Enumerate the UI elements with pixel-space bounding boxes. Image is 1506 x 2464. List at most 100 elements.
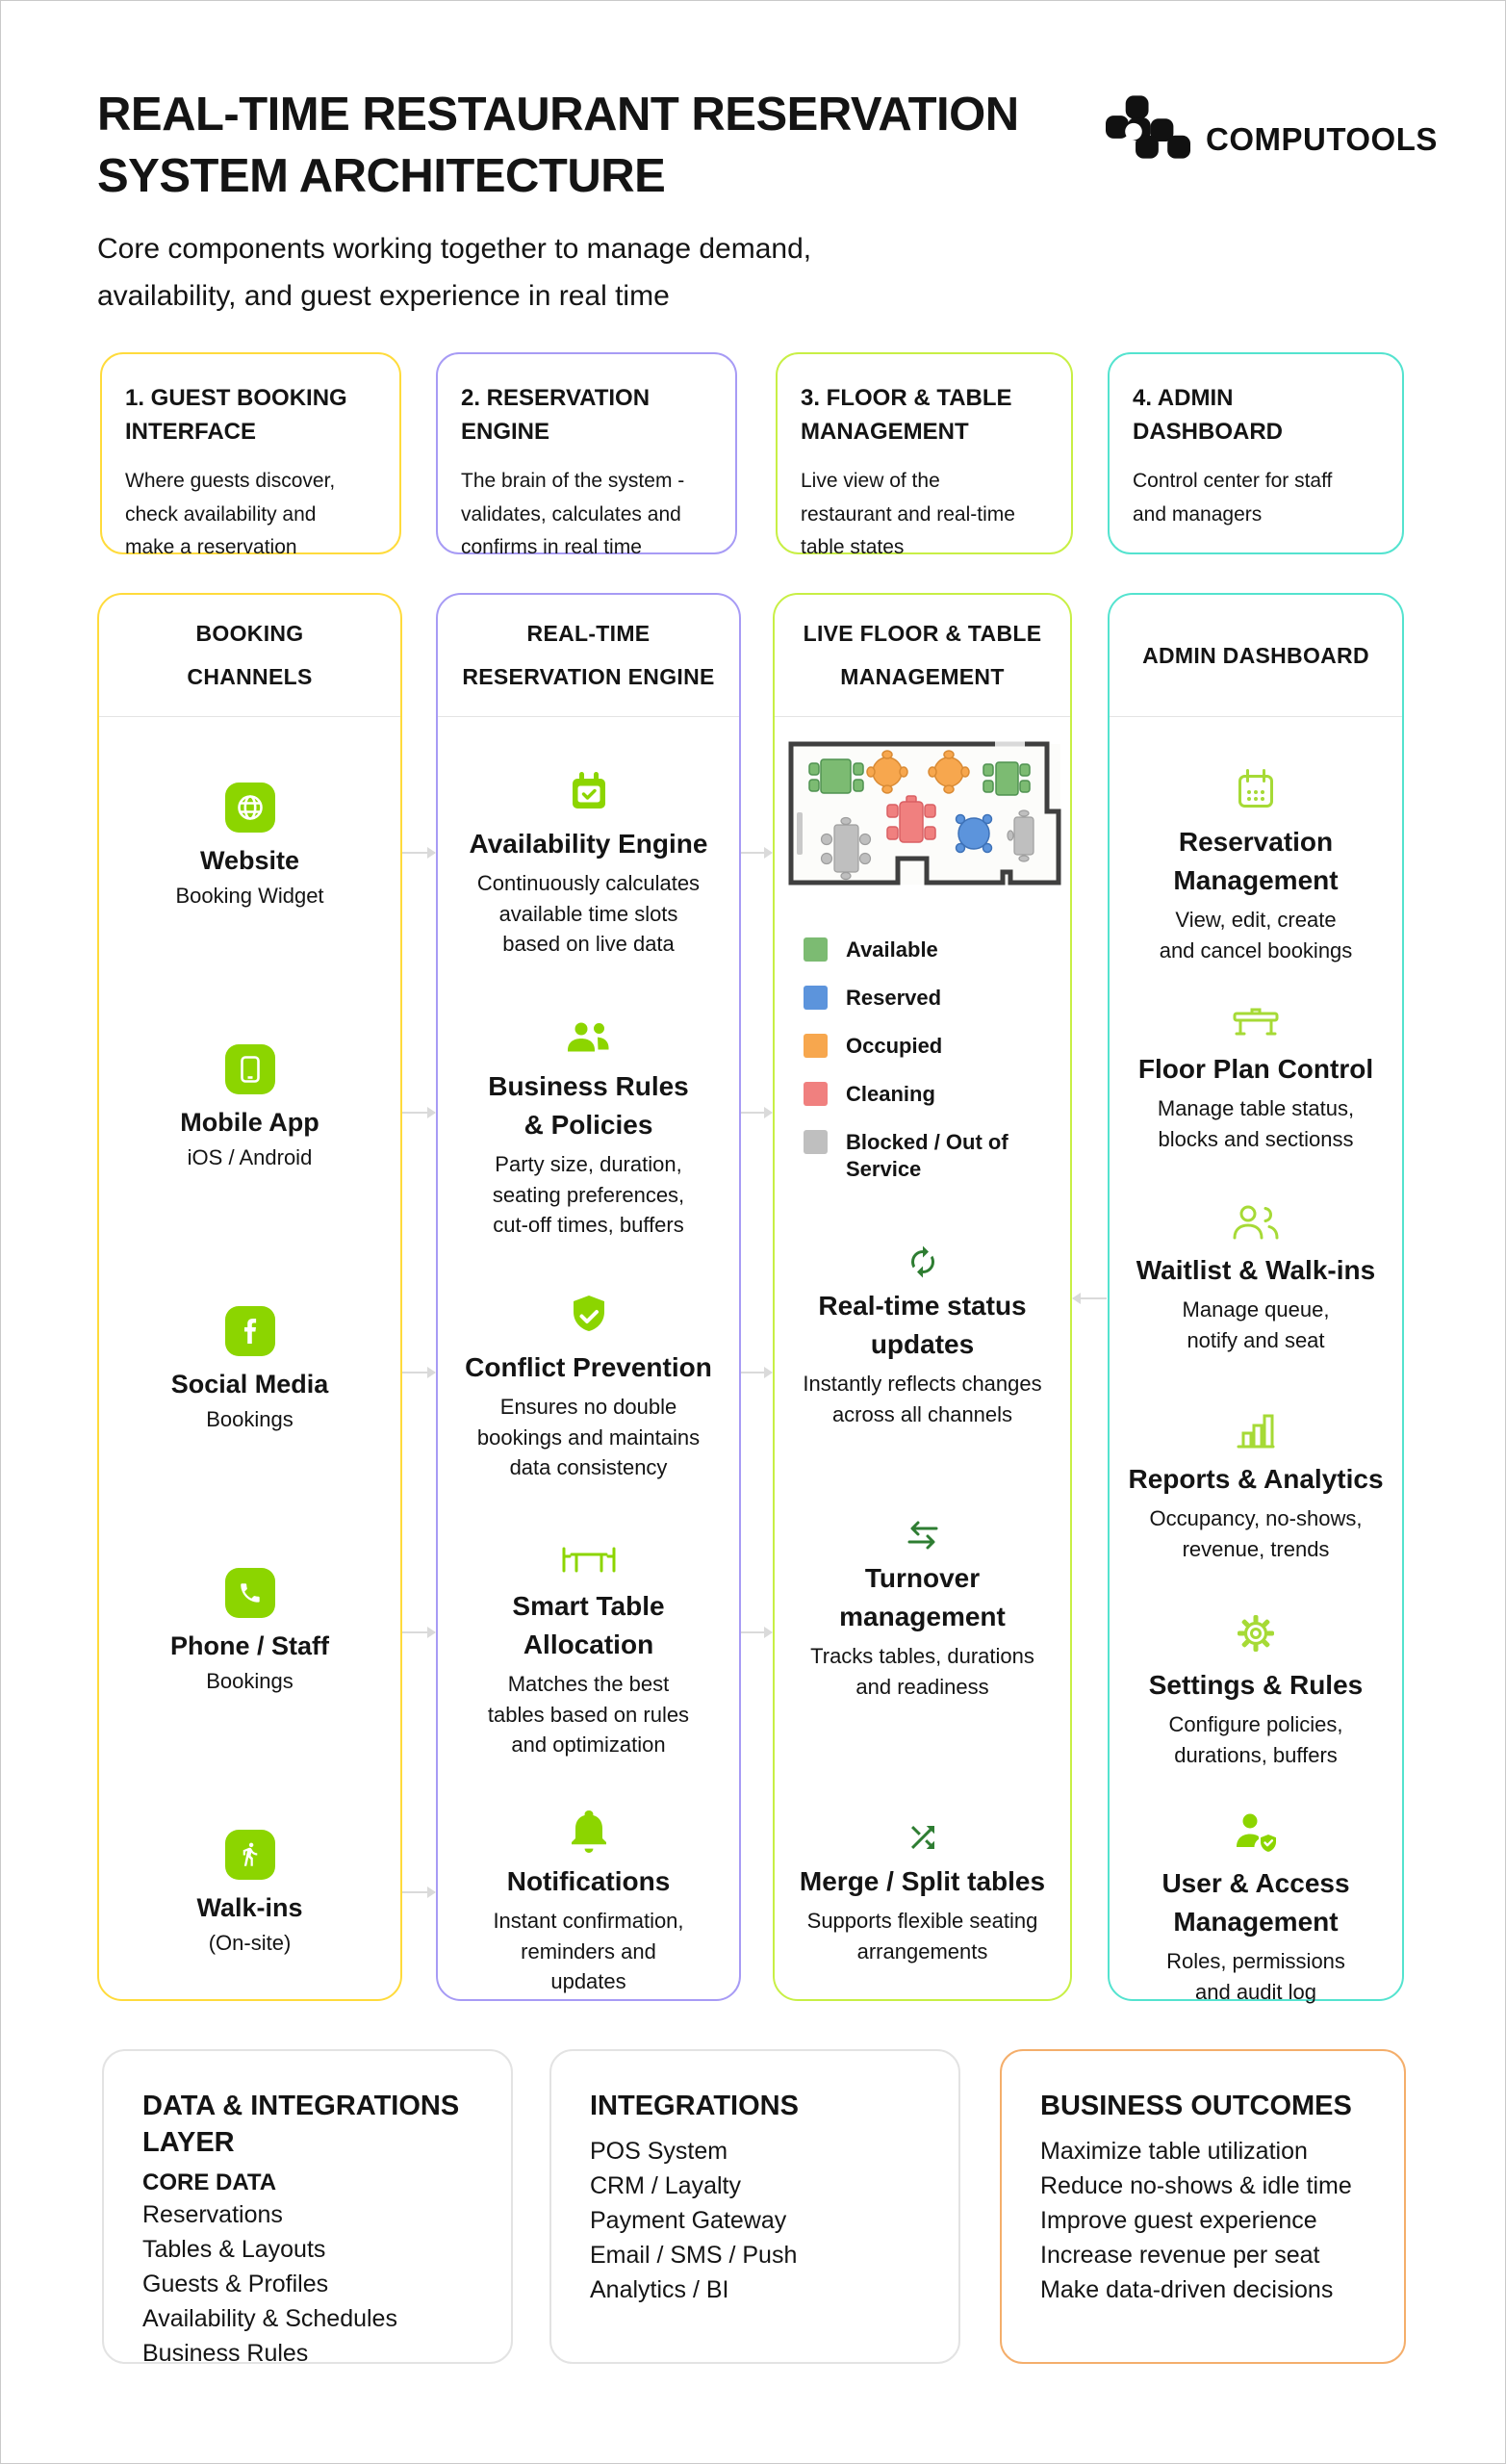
item-title: Walk-ins xyxy=(196,1893,303,1922)
facebook-icon xyxy=(109,1306,391,1356)
column-reservation-engine: REAL-TIME RESERVATION ENGINE Availabilit… xyxy=(436,593,741,2001)
legend-row: Occupied xyxy=(804,1033,1053,1060)
legend-swatch-reserved xyxy=(804,986,828,1010)
top-box-admin-dashboard: 4. ADMIN DASHBOARD Control center for st… xyxy=(1108,352,1404,554)
floor-item-merge-split: Merge / Split tables Supports flexible s… xyxy=(784,1820,1060,1966)
item-title: Phone / Staff xyxy=(169,1631,329,1660)
top-box-desc: Control center for staff and managers xyxy=(1133,470,1333,526)
table-chairs-icon xyxy=(447,1543,729,1579)
computools-logo-icon xyxy=(1106,95,1190,164)
item-subtitle: iOS / Android xyxy=(187,1145,313,1169)
flow-arrow xyxy=(402,1367,436,1378)
calendar-check-icon xyxy=(447,767,729,817)
legend-label: Cleaning xyxy=(846,1082,935,1106)
globe-icon xyxy=(109,783,391,833)
item-desc: Matches the best tables based on rules a… xyxy=(487,1672,690,1757)
top-box-desc: Where guests discover, check availabilit… xyxy=(125,470,336,558)
item-desc: Supports flexible seating arrangements xyxy=(806,1909,1038,1964)
engine-item-conflict-prevention: Conflict Prevention Ensures no double bo… xyxy=(447,1291,729,1483)
swap-icon xyxy=(784,1519,1060,1552)
item-desc: Instantly reflects changes across all ch… xyxy=(803,1372,1042,1426)
bottom-box-integrations: INTEGRATIONS POS System CRM / Layalty Pa… xyxy=(549,2049,960,2364)
item-subtitle: (On-site) xyxy=(208,1931,292,1955)
bottom-box-title: INTEGRATIONS xyxy=(590,2091,799,2121)
list-item: Increase revenue per seat xyxy=(1040,2242,1320,2269)
item-title: Real-time status updates xyxy=(818,1291,1027,1359)
booking-item-mobile-app: Mobile App iOS / Android xyxy=(109,1044,391,1172)
column-header: LIVE FLOOR & TABLE MANAGEMENT xyxy=(775,595,1070,717)
engine-item-availability: Availability Engine Continuously calcula… xyxy=(447,767,729,960)
item-desc: Roles, permissions and audit log xyxy=(1166,1949,1345,2004)
people-icon xyxy=(447,1015,729,1060)
legend-swatch-occupied xyxy=(804,1034,828,1058)
item-title: Social Media xyxy=(170,1370,329,1399)
legend-label: Reserved xyxy=(846,986,942,1010)
booking-item-phone-staff: Phone / Staff Bookings xyxy=(109,1568,391,1696)
item-title: Business Rules & Policies xyxy=(488,1071,689,1140)
item-title: Merge / Split tables xyxy=(799,1866,1046,1896)
user-shield-icon xyxy=(1119,1810,1392,1857)
calendar-icon xyxy=(1119,765,1392,815)
item-subtitle: Bookings xyxy=(206,1407,294,1431)
item-desc: View, edit, create and cancel bookings xyxy=(1159,908,1353,962)
floor-item-status-updates: Real-time status updates Instantly refle… xyxy=(784,1245,1060,1429)
list-item: Payment Gateway xyxy=(590,2207,787,2234)
bottom-box-title: DATA & INTEGRATIONS LAYER xyxy=(142,2091,460,2158)
floor-plan xyxy=(783,736,1064,911)
bell-icon xyxy=(447,1805,729,1855)
gear-icon xyxy=(1119,1608,1392,1658)
list-item: Make data-driven decisions xyxy=(1040,2276,1334,2303)
flow-arrow xyxy=(402,1107,436,1118)
list-item: POS System xyxy=(590,2138,728,2165)
brand-logo: COMPUTOOLS xyxy=(1106,95,1438,164)
shield-check-icon xyxy=(447,1291,729,1341)
mobile-icon xyxy=(109,1044,391,1094)
bar-chart-icon xyxy=(1119,1406,1392,1452)
legend-row: Blocked / Out of Service xyxy=(804,1129,1053,1183)
item-title: Turnover management xyxy=(839,1563,1006,1631)
bottom-box-data-layer: DATA & INTEGRATIONS LAYER CORE DATA Rese… xyxy=(102,2049,513,2367)
engine-item-notifications: Notifications Instant confirmation, remi… xyxy=(447,1805,729,1997)
column-header: BOOKING CHANNELS xyxy=(99,595,400,717)
flow-arrow xyxy=(402,1627,436,1638)
item-desc: Tracks tables, durations and readiness xyxy=(810,1644,1034,1699)
column-admin-dashboard: ADMIN DASHBOARD Reservation Management V… xyxy=(1108,593,1404,2004)
item-title: Conflict Prevention xyxy=(465,1352,712,1382)
item-desc: Manage table status, blocks and sections… xyxy=(1157,1096,1355,1151)
flow-arrow-left xyxy=(1072,1293,1107,1304)
bottom-box-title: BUSINESS OUTCOMES xyxy=(1040,2091,1352,2121)
top-box-guest-booking: 1. GUEST BOOKING INTERFACE Where guests … xyxy=(100,352,401,558)
list-item: Analytics / BI xyxy=(590,2276,729,2303)
item-desc: Manage queue, notify and seat xyxy=(1182,1297,1330,1352)
top-box-title: 2. RESERVATION ENGINE xyxy=(461,385,651,445)
admin-item-reports: Reports & Analytics Occupancy, no-shows,… xyxy=(1119,1406,1392,1564)
flow-arrow xyxy=(741,847,773,859)
legend-swatch-blocked xyxy=(804,1130,828,1154)
page-subtitle: Core components working together to mana… xyxy=(97,233,812,312)
flow-arrow xyxy=(402,1886,436,1898)
list-item: Availability & Schedules xyxy=(142,2305,397,2332)
item-title: Reservation Management xyxy=(1173,827,1339,895)
people-outline-icon xyxy=(1119,1201,1392,1244)
item-title: User & Access Management xyxy=(1161,1868,1350,1937)
top-box-floor-table: 3. FLOOR & TABLE MANAGEMENT Live view of… xyxy=(776,352,1073,558)
item-desc: Occupancy, no-shows, revenue, trends xyxy=(1149,1506,1363,1561)
admin-item-user-access: User & Access Management Roles, permissi… xyxy=(1119,1810,1392,2007)
admin-item-reservation-management: Reservation Management View, edit, creat… xyxy=(1119,765,1392,965)
column-booking-channels: BOOKING CHANNELS Website Booking Widget … xyxy=(97,593,402,2001)
flow-arrow xyxy=(741,1367,773,1378)
item-desc: Ensures no double bookings and maintains… xyxy=(476,1395,701,1479)
list-item: Reservations xyxy=(142,2201,283,2228)
list-item: Business Rules xyxy=(142,2340,309,2367)
column-floor-management: LIVE FLOOR & TABLE MANAGEMENT xyxy=(773,593,1072,2001)
legend-swatch-cleaning xyxy=(804,1082,828,1106)
item-desc: Configure policies, durations, buffers xyxy=(1168,1712,1343,1767)
item-subtitle: Bookings xyxy=(206,1669,294,1693)
admin-item-settings: Settings & Rules Configure policies, dur… xyxy=(1119,1608,1392,1770)
booking-item-walk-ins: Walk-ins (On-site) xyxy=(109,1830,391,1958)
top-box-title: 1. GUEST BOOKING INTERFACE xyxy=(125,385,347,445)
item-desc: Party size, duration, seating preference… xyxy=(492,1152,685,1237)
item-title: Website xyxy=(199,846,300,875)
brand-name: COMPUTOOLS xyxy=(1206,120,1438,157)
